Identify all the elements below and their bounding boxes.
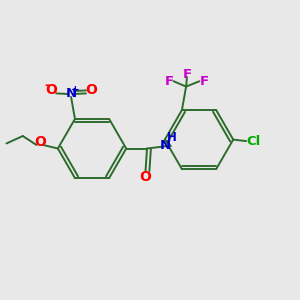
Text: O: O: [45, 83, 57, 98]
Text: N: N: [160, 139, 171, 152]
Text: F: F: [165, 75, 174, 88]
Text: O: O: [34, 135, 46, 149]
Text: O: O: [85, 83, 97, 98]
Text: O: O: [139, 170, 151, 184]
Text: F: F: [182, 68, 191, 81]
Text: -: -: [45, 79, 50, 92]
Text: F: F: [200, 75, 208, 88]
Text: Cl: Cl: [246, 135, 261, 148]
Text: N: N: [65, 88, 76, 100]
Text: +: +: [70, 85, 79, 94]
Text: H: H: [167, 131, 177, 144]
